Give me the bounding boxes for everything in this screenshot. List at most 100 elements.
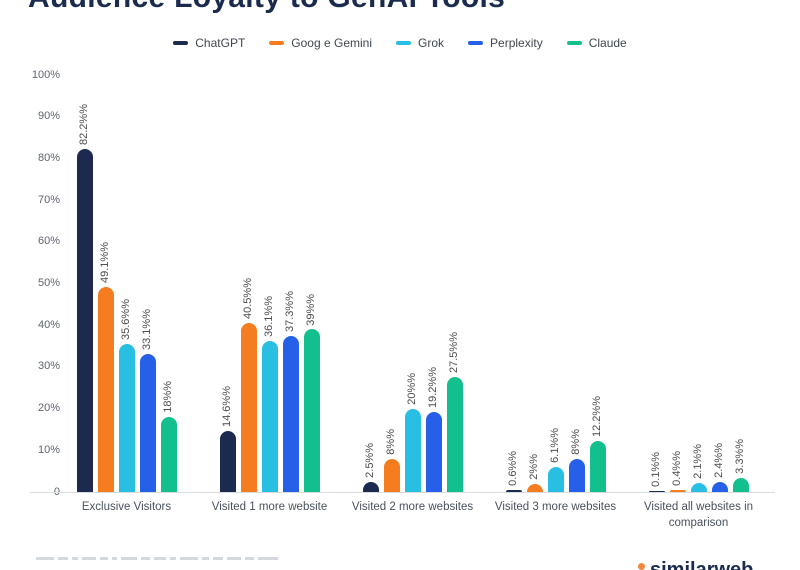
- bar: [362, 481, 379, 492]
- bar: [118, 343, 135, 492]
- bar-value-label: 39%%: [305, 293, 317, 326]
- bar-cell: 14.6%%: [219, 75, 236, 492]
- legend-item: Perplexity: [468, 36, 543, 50]
- legend-dash-icon: [396, 41, 411, 45]
- bar: [732, 478, 749, 492]
- bar-cell: 12.2%%: [589, 75, 606, 492]
- bar-cell: 2.5%%: [362, 75, 379, 492]
- similarweb-logo-mark-icon: [638, 563, 645, 570]
- bar-value-label: 12.2%%: [591, 396, 603, 438]
- bar-value-label: 37.3%%: [284, 291, 296, 333]
- bar-value-label: 0.4%%: [671, 451, 683, 487]
- bar-value-label: 49.1%%: [99, 242, 111, 284]
- bar-cell: 0.6%%: [505, 75, 522, 492]
- bar-value-label: 82.2%%: [78, 104, 90, 146]
- bar: [76, 149, 93, 492]
- bar-cell: 6.1%%: [547, 75, 564, 492]
- clipped-glyph-fragment: [202, 557, 209, 560]
- bar: [505, 489, 522, 492]
- y-axis-tick-label: 10%: [37, 443, 60, 456]
- bar-cell: 18%%: [160, 75, 177, 492]
- legend-item: ChatGPT: [173, 36, 245, 50]
- bar-cell: 0.1%%: [648, 75, 665, 492]
- x-axis-category-label: Exclusive Visitors: [81, 501, 172, 513]
- bar-cell: 49.1%%: [97, 75, 114, 492]
- clipped-glyph-fragment: [227, 557, 241, 560]
- clipped-glyph-fragment: [180, 557, 198, 560]
- legend-dash-icon: [173, 41, 189, 45]
- bar-value-label: 8%%: [385, 428, 397, 455]
- bar: [139, 353, 156, 492]
- bar-value-label: 14.6%%: [221, 386, 233, 428]
- bar: [425, 411, 442, 492]
- bar-group: 14.6%% 40.5%% 36.1%% 37.3%% 39%%: [219, 75, 320, 492]
- x-axis-labels: Exclusive Visitors Visited 1 more website…: [55, 500, 770, 531]
- clipped-glyph-fragment: [36, 557, 54, 560]
- chart-legend: ChatGPT Goog e Gemini Grok Perplexity Claude: [0, 36, 800, 50]
- bar-cell: 36.1%%: [261, 75, 278, 492]
- bar: [648, 491, 665, 492]
- bar-group: 2.5%% 8%% 20%% 19.2%% 27.5%%: [362, 75, 463, 492]
- bar: [669, 490, 686, 492]
- bar: [240, 323, 257, 492]
- clipped-glyph-fragment: [112, 557, 117, 560]
- clipped-glyph-fragment: [58, 557, 68, 560]
- bar: [219, 431, 236, 492]
- legend-item: Goog e Gemini: [269, 36, 372, 50]
- clipped-glyph-fragment: [100, 557, 108, 560]
- bar: [568, 458, 585, 492]
- bar-value-label: 2%%: [528, 453, 540, 480]
- chart-title: Audience Loyalty to GenAI Tools: [28, 0, 505, 15]
- y-axis-tick-label: 70%: [37, 193, 60, 206]
- bar: [303, 329, 320, 492]
- bar-value-label: 8%%: [570, 428, 582, 455]
- bar: [711, 482, 728, 492]
- bar-value-label: 35.6%%: [120, 298, 132, 340]
- y-axis-tick-label: 40%: [37, 318, 60, 331]
- plot-area: 82.2%% 49.1%% 35.6%% 33.1%% 18%% 14.6%% 40.5%%…: [55, 75, 770, 492]
- bar: [589, 441, 606, 492]
- bar-cell: 40.5%%: [240, 75, 257, 492]
- bar: [261, 341, 278, 492]
- bar: [526, 483, 543, 492]
- bar-value-label: 33.1%%: [141, 309, 153, 350]
- legend-label: Perplexity: [490, 36, 543, 50]
- bar-cell: 2%%: [526, 75, 543, 492]
- x-axis-baseline: [30, 492, 775, 493]
- bar: [690, 483, 707, 492]
- legend-label: Grok: [418, 36, 445, 50]
- bar-group: 82.2%% 49.1%% 35.6%% 33.1%% 18%%: [76, 75, 177, 492]
- clipped-glyph-fragment: [141, 557, 150, 560]
- y-axis-tick-label: 0: [22, 486, 60, 498]
- clipped-glyph-fragment: [213, 557, 223, 560]
- bar-value-label: 18%%: [162, 381, 174, 413]
- bar: [446, 377, 463, 492]
- legend-item: Grok: [396, 36, 444, 50]
- bar-cell: 37.3%%: [282, 75, 299, 492]
- bar-cell: 3.3%%: [732, 75, 749, 492]
- bar: [282, 336, 299, 492]
- bar-cell: 39%%: [303, 75, 320, 492]
- bar: [160, 416, 177, 492]
- x-axis-category-label: Visited 1 more website: [211, 501, 328, 513]
- bar-cell: 2.1%%: [690, 75, 707, 492]
- bar-value-label: 27.5%%: [448, 332, 460, 374]
- legend-dash-icon: [269, 41, 285, 45]
- bar-cell: 82.2%%: [76, 75, 93, 492]
- x-axis-category-label: Visited all websites in comparison: [643, 501, 754, 529]
- clipped-glyph-fragment: [170, 557, 176, 560]
- clipped-glyph-fragment: [82, 557, 96, 560]
- legend-item: Claude: [566, 36, 627, 50]
- bar-cell: 8%%: [383, 75, 400, 492]
- legend-dash-icon: [468, 41, 484, 45]
- bar: [404, 408, 421, 492]
- x-axis-category-label: Visited 3 more websites: [494, 501, 617, 513]
- bar-value-label: 40.5%%: [242, 278, 254, 320]
- bar-value-label: 6.1%%: [549, 427, 561, 463]
- bar-group: 0.1%% 0.4%% 2.1%% 2.4%% 3.3%%: [648, 75, 749, 492]
- clipped-glyph-fragment: [121, 557, 137, 560]
- legend-label: Claude: [588, 36, 627, 50]
- bar-value-label: 2.1%%: [692, 444, 704, 480]
- clipped-glyph-fragment: [258, 557, 278, 560]
- bar-value-label: 0.1%%: [650, 452, 662, 487]
